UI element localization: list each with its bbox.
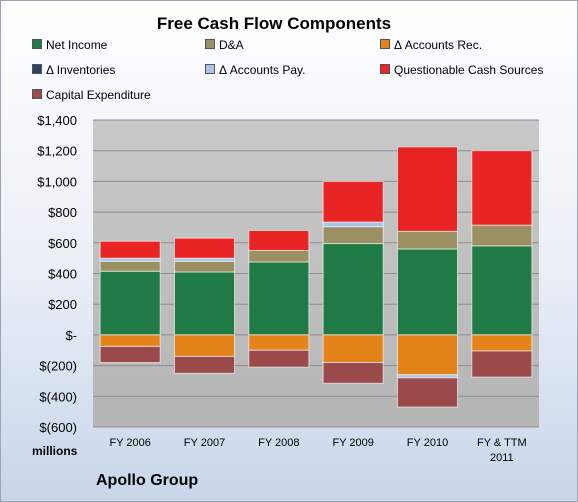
bar-d-a-6 bbox=[471, 224, 533, 247]
y-tick-label: $1,200 bbox=[37, 144, 77, 159]
x-tick-label: FY 2009 bbox=[332, 437, 373, 449]
bar-accounts-rec-1 bbox=[99, 334, 161, 347]
legend-label: Δ Accounts Rec. bbox=[394, 38, 483, 52]
bar-questionable-cash-sources-1 bbox=[99, 240, 161, 259]
chart-title: Free Cash Flow Components bbox=[156, 14, 392, 33]
x-tick-label: FY 2010 bbox=[407, 437, 448, 449]
bar-d-a-5 bbox=[397, 230, 458, 250]
bar-net-income-4 bbox=[322, 243, 384, 336]
legend-label: Δ Inventories bbox=[46, 63, 116, 77]
x-tick-label: FY 2006 bbox=[109, 437, 150, 449]
bar-questionable-cash-sources-6 bbox=[471, 150, 533, 226]
legend-item-capital-expenditure: Capital Expenditure bbox=[32, 88, 151, 102]
gridlines bbox=[93, 119, 539, 428]
bar-d-a-1 bbox=[99, 260, 161, 272]
bar-net-income-5 bbox=[397, 248, 458, 336]
legend-item-d-a: D&A bbox=[205, 38, 244, 52]
legend-label: Net Income bbox=[46, 38, 108, 52]
legend-item-questionable-cash-sources: Questionable Cash Sources bbox=[380, 63, 543, 77]
x-tick-label: FY 2007 bbox=[184, 437, 225, 449]
y-tick-label: $(200) bbox=[39, 359, 77, 374]
legend-label: Capital Expenditure bbox=[46, 88, 151, 102]
y-tick-label: $- bbox=[65, 328, 77, 343]
x-tick-label: 2011 bbox=[490, 452, 514, 464]
legend-swatch bbox=[32, 64, 42, 74]
bar-net-income-3 bbox=[248, 261, 310, 336]
bar-accounts-rec-2 bbox=[174, 334, 235, 357]
legend-label: Δ Accounts Pay. bbox=[219, 63, 306, 77]
x-tick-label: FY 2008 bbox=[258, 437, 299, 449]
bar-capital-expenditure-3 bbox=[248, 349, 310, 368]
y-tick-label: $1,400 bbox=[37, 113, 77, 128]
units-label: millions bbox=[32, 444, 78, 458]
company-label: Apollo Group bbox=[96, 472, 199, 489]
bar-capital-expenditure-4 bbox=[322, 362, 384, 384]
bar-accounts-rec-5 bbox=[397, 334, 458, 376]
bar-d-a-4 bbox=[322, 226, 384, 245]
legend-swatch bbox=[380, 39, 390, 49]
bar-d-a-2 bbox=[174, 260, 235, 273]
legend-swatch bbox=[205, 64, 215, 74]
y-tick-label: $600 bbox=[48, 236, 77, 251]
legend-item-inventories: Δ Inventories bbox=[32, 63, 115, 77]
legend-label: Questionable Cash Sources bbox=[394, 63, 544, 77]
y-tick-label: $1,000 bbox=[37, 174, 77, 189]
bar-net-income-1 bbox=[99, 270, 161, 336]
bar-d-a-3 bbox=[248, 249, 310, 263]
bar-questionable-cash-sources-3 bbox=[248, 230, 310, 251]
bar-questionable-cash-sources-2 bbox=[174, 237, 235, 259]
legend-swatch bbox=[32, 39, 42, 49]
legend-swatch bbox=[380, 64, 390, 74]
bars bbox=[99, 146, 533, 408]
bar-capital-expenditure-5 bbox=[397, 377, 458, 408]
y-tick-label: $(400) bbox=[39, 389, 77, 404]
axis-labels: $1,400 $1,200 $1,000 $800 $600 $400 $200 $- $(20… bbox=[37, 113, 526, 464]
legend-label: D&A bbox=[219, 38, 244, 52]
legend-swatch bbox=[205, 39, 215, 49]
legend-item-net-income: Net Income bbox=[32, 38, 107, 52]
y-tick-label: $200 bbox=[48, 297, 77, 312]
bar-capital-expenditure-6 bbox=[471, 350, 533, 378]
bar-questionable-cash-sources-5 bbox=[397, 146, 458, 232]
legend-item-accounts-pay: Δ Accounts Pay. bbox=[205, 63, 306, 77]
legend-swatch bbox=[32, 89, 42, 99]
bar-capital-expenditure-2 bbox=[174, 355, 235, 374]
bar-accounts-pay-4 bbox=[322, 221, 384, 228]
legend-item-accounts-rec: Δ Accounts Rec. bbox=[380, 38, 482, 52]
bar-accounts-rec-4 bbox=[322, 334, 384, 364]
y-tick-label: $(600) bbox=[39, 420, 77, 435]
y-tick-label: $400 bbox=[48, 267, 77, 282]
bar-net-income-6 bbox=[471, 245, 533, 336]
x-tick-label: FY & TTM bbox=[477, 437, 527, 449]
bar-capital-expenditure-1 bbox=[99, 345, 161, 364]
bar-accounts-rec-3 bbox=[248, 334, 310, 351]
bar-net-income-2 bbox=[174, 271, 235, 336]
bar-questionable-cash-sources-4 bbox=[322, 180, 384, 223]
bar-accounts-rec-6 bbox=[471, 334, 533, 352]
y-tick-label: $800 bbox=[48, 205, 77, 220]
